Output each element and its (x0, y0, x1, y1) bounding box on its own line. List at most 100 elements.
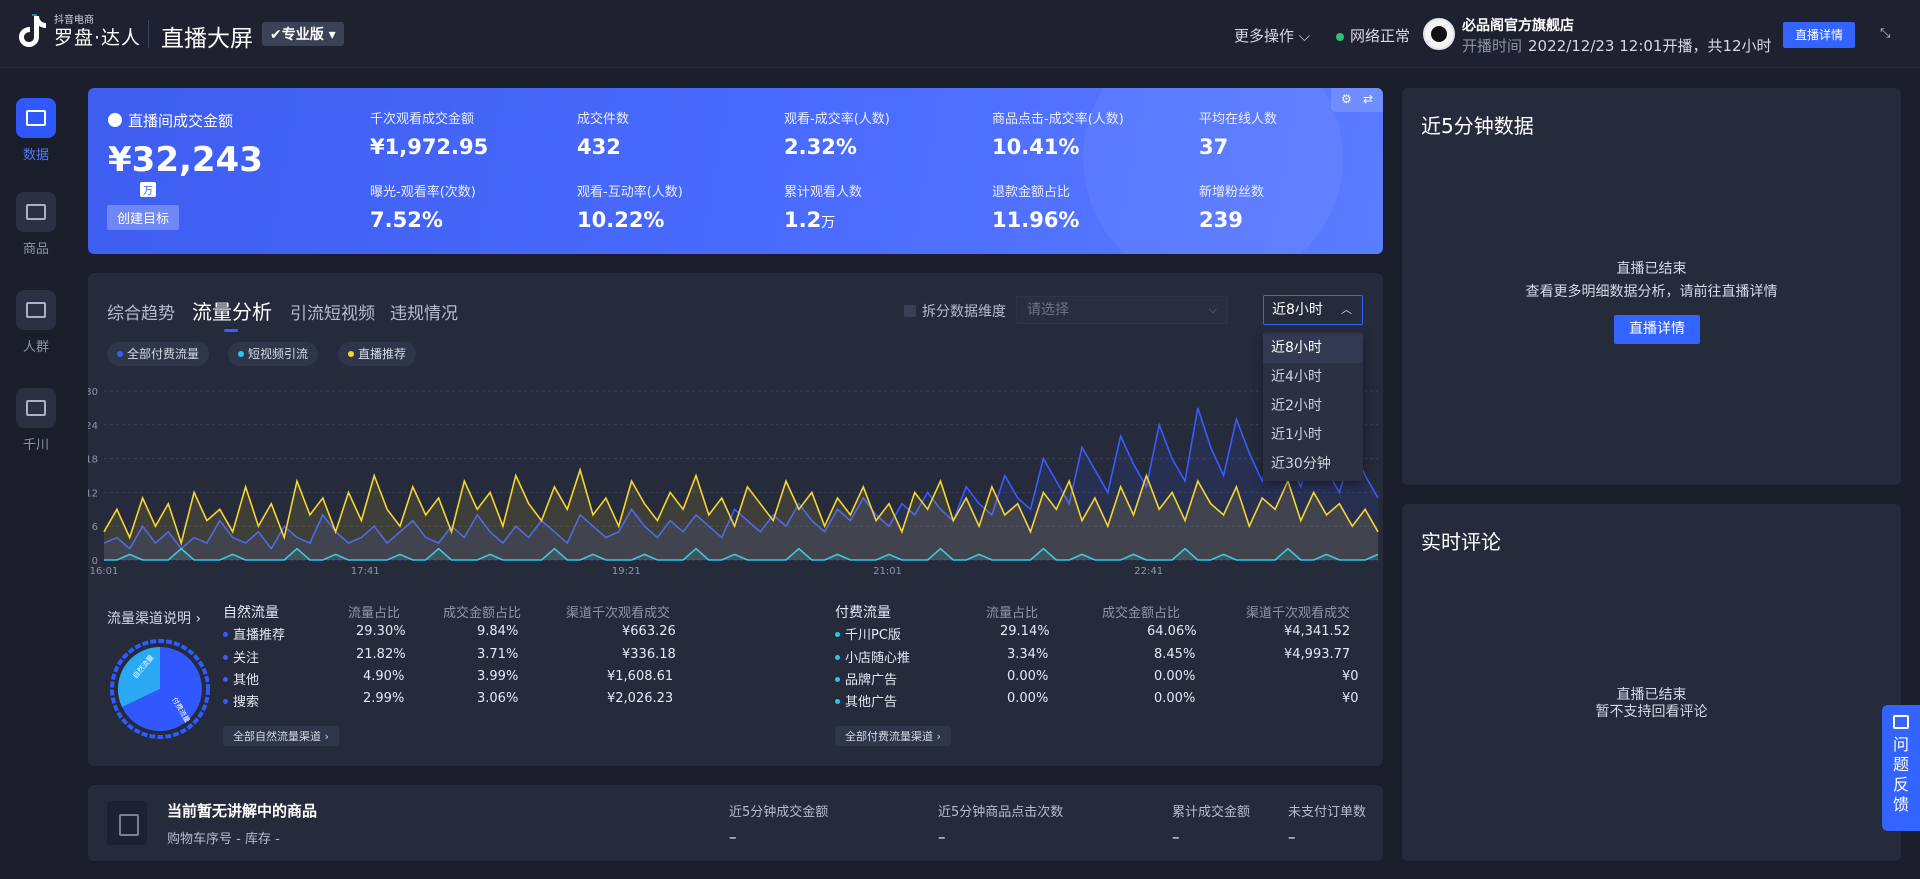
y-tick-label: 18 (88, 455, 98, 466)
metric-orders: 成交件数 432 (577, 112, 630, 159)
range-option[interactable]: 近2小时 (1271, 398, 1322, 414)
live-stats-card: 直播间成交金额 ¥32,243 万 创建目标 千次观看成交金额 ¥1,972.95… (88, 88, 1383, 254)
product-subinfo: 购物车序号 - 库存 - (167, 832, 280, 847)
table-row: 小店随心推 (835, 647, 910, 666)
network-status-text: 网络正常 (1350, 27, 1411, 45)
split-dimension-toggle[interactable]: 拆分数据维度 (904, 301, 1006, 321)
x-tick-label: 19:21 (612, 566, 641, 577)
table-header: 流量占比 (348, 606, 401, 621)
product-metric-5min-gmv: 近5分钟成交金额 – (729, 805, 829, 846)
pie-slice-natural (117, 646, 160, 707)
gmv-label: 直播间成交金额 (108, 110, 233, 131)
card-tools: ⚙ ⇄ (1331, 88, 1383, 112)
sidebar-item-qianchuan[interactable]: 千川 (14, 388, 58, 453)
table-row: 其他 (223, 669, 259, 688)
x-tick-label: 17:41 (351, 566, 380, 577)
x-tick-label: 22:41 (1134, 566, 1163, 577)
page-title: 直播大屏 (161, 26, 253, 52)
more-actions-menu[interactable]: 更多操作 ⌵ (1234, 27, 1311, 45)
sidebar-item-data[interactable]: 数据 (14, 98, 58, 163)
create-goal-button[interactable]: 创建目标 (107, 205, 180, 230)
no-replay-comments-text: 暂不支持回看评论 (1595, 704, 1708, 720)
legend-short-video[interactable]: 短视频引流 (228, 342, 319, 366)
legend-paid-traffic[interactable]: 全部付费流量 (107, 342, 210, 366)
tab-violations[interactable]: 违规情况 (390, 304, 458, 324)
fullscreen-icon[interactable]: ⤡ (1880, 26, 1891, 41)
product-metric-5min-clicks: 近5分钟商品点击次数 – (938, 805, 1064, 846)
shop-avatar[interactable] (1423, 18, 1455, 50)
checkbox-icon[interactable] (904, 305, 916, 317)
gmv-value: ¥32,243 (108, 140, 263, 180)
y-tick-label: 30 (88, 387, 98, 398)
metric-interaction-rate: 观看-互动率(人数) 10.22% (577, 185, 683, 232)
panel-title: 实时评论 (1421, 530, 1501, 554)
y-tick-label: 6 (92, 522, 98, 533)
tab-short-video[interactable]: 引流短视频 (290, 304, 375, 324)
sidebar-item-products[interactable]: 商品 (14, 192, 58, 257)
tab-traffic-analysis[interactable]: 流量分析 (192, 296, 272, 332)
table-header: 渠道千次观看成交 (566, 606, 671, 621)
legend-live-recommend[interactable]: 直播推荐 (338, 342, 417, 366)
chart-icon (16, 98, 56, 138)
product-metric-total-gmv: 累计成交金额 – (1172, 805, 1251, 846)
cart-icon (16, 192, 56, 232)
current-product-bar: 当前暂无讲解中的商品 购物车序号 - 库存 - 近5分钟成交金额 – 近5分钟商品… (88, 785, 1383, 861)
table-row: 搜索 (223, 691, 259, 710)
all-natural-channels-button[interactable]: 全部自然流量渠道 › (223, 726, 339, 746)
traffic-analysis-panel: 综合趋势 流量分析 引流短视频 违规情况 拆分数据维度 请选择 ⌵ 近8小时 ︿ 近… (88, 273, 1383, 766)
header-divider (148, 20, 149, 48)
shop-name: 必品阁官方旗舰店 (1462, 18, 1574, 34)
range-option[interactable]: 近30分钟 (1271, 456, 1331, 472)
pro-version-dropdown[interactable]: ✔专业版 ▾ (262, 22, 344, 46)
table-row: 其他广告 (835, 691, 897, 710)
range-option[interactable]: 近8小时 (1263, 334, 1363, 363)
live-detail-button[interactable]: 直播详情 (1783, 22, 1855, 48)
channel-explain-link[interactable]: 流量渠道说明 › (107, 611, 202, 627)
money-icon (108, 113, 122, 127)
tab-overall-trend[interactable]: 综合趋势 (107, 304, 175, 324)
metric-watch-conversion: 观看-成交率(人数) 2.32% (784, 112, 890, 159)
live-ended-text: 直播已结束 (1616, 261, 1687, 277)
x-tick-label: 16:01 (90, 566, 119, 577)
product-metric-unpaid-orders: 未支付订单数 – (1288, 805, 1367, 846)
series-line (103, 467, 1379, 546)
chevron-up-icon: ︿ (1341, 303, 1352, 316)
all-paid-channels-button[interactable]: 全部付费流量渠道 › (835, 726, 951, 746)
app-logo[interactable]: 抖音电商 罗盘·达人 (18, 14, 141, 50)
recent-5min-panel: 近5分钟数据 直播已结束 查看更多明细数据分析，请前往直播详情 直播详情 (1402, 88, 1901, 485)
table-row: 直播推荐 (223, 624, 285, 643)
people-icon (16, 290, 56, 330)
settings-icon[interactable]: ⚙ (1341, 92, 1352, 106)
time-range-select[interactable]: 近8小时 ︿ (1263, 295, 1363, 325)
live-time-value: 2022/12/23 12:01开播，共12小时 (1528, 37, 1772, 55)
pie-slice-paid (122, 647, 202, 731)
metric-gpm: 千次观看成交金额 ¥1,972.95 (370, 112, 489, 159)
series-line (104, 547, 1379, 561)
status-dot-icon (1336, 32, 1344, 41)
sidebar-item-audience[interactable]: 人群 (14, 290, 58, 355)
range-option[interactable]: 近1小时 (1271, 427, 1322, 443)
x-tick-label: 21:01 (873, 566, 902, 577)
feedback-label: 问题反馈 (1892, 735, 1909, 814)
table-row: 品牌广告 (835, 669, 897, 688)
sidebar-item-label: 人群 (22, 340, 49, 355)
sidebar-item-label: 商品 (22, 242, 49, 257)
switch-icon[interactable]: ⇄ (1363, 92, 1374, 106)
feedback-button[interactable]: 问题反馈 (1882, 705, 1920, 831)
go-live-detail-button[interactable]: 直播详情 (1614, 315, 1700, 344)
broadcast-icon (16, 388, 56, 428)
chevron-down-icon: ⌵ (1208, 303, 1217, 316)
table-header: 成交金额占比 (443, 606, 522, 621)
dimension-select[interactable]: 请选择 ⌵ (1016, 296, 1228, 324)
table-header: 付费流量 (835, 605, 891, 621)
traffic-line-chart: 0 6 12 18 24 30 16:01 17:41 19:21 21:01 22:41 (88, 387, 1379, 577)
metric-new-fans: 新增粉丝数 239 (1199, 185, 1265, 232)
metric-exposure-watch: 曝光-观看率(次数) 7.52% (370, 185, 476, 232)
metric-click-conversion: 商品点击-成交率(人数) 10.41% (992, 112, 1124, 159)
y-tick-label: 12 (88, 488, 98, 499)
range-option[interactable]: 近4小时 (1271, 369, 1322, 385)
live-time-label: 开播时间 (1462, 37, 1523, 55)
y-tick-label: 0 (92, 556, 98, 567)
product-title: 当前暂无讲解中的商品 (167, 802, 318, 820)
channel-pie-chart: 自然流量 付费流量 (110, 639, 210, 739)
